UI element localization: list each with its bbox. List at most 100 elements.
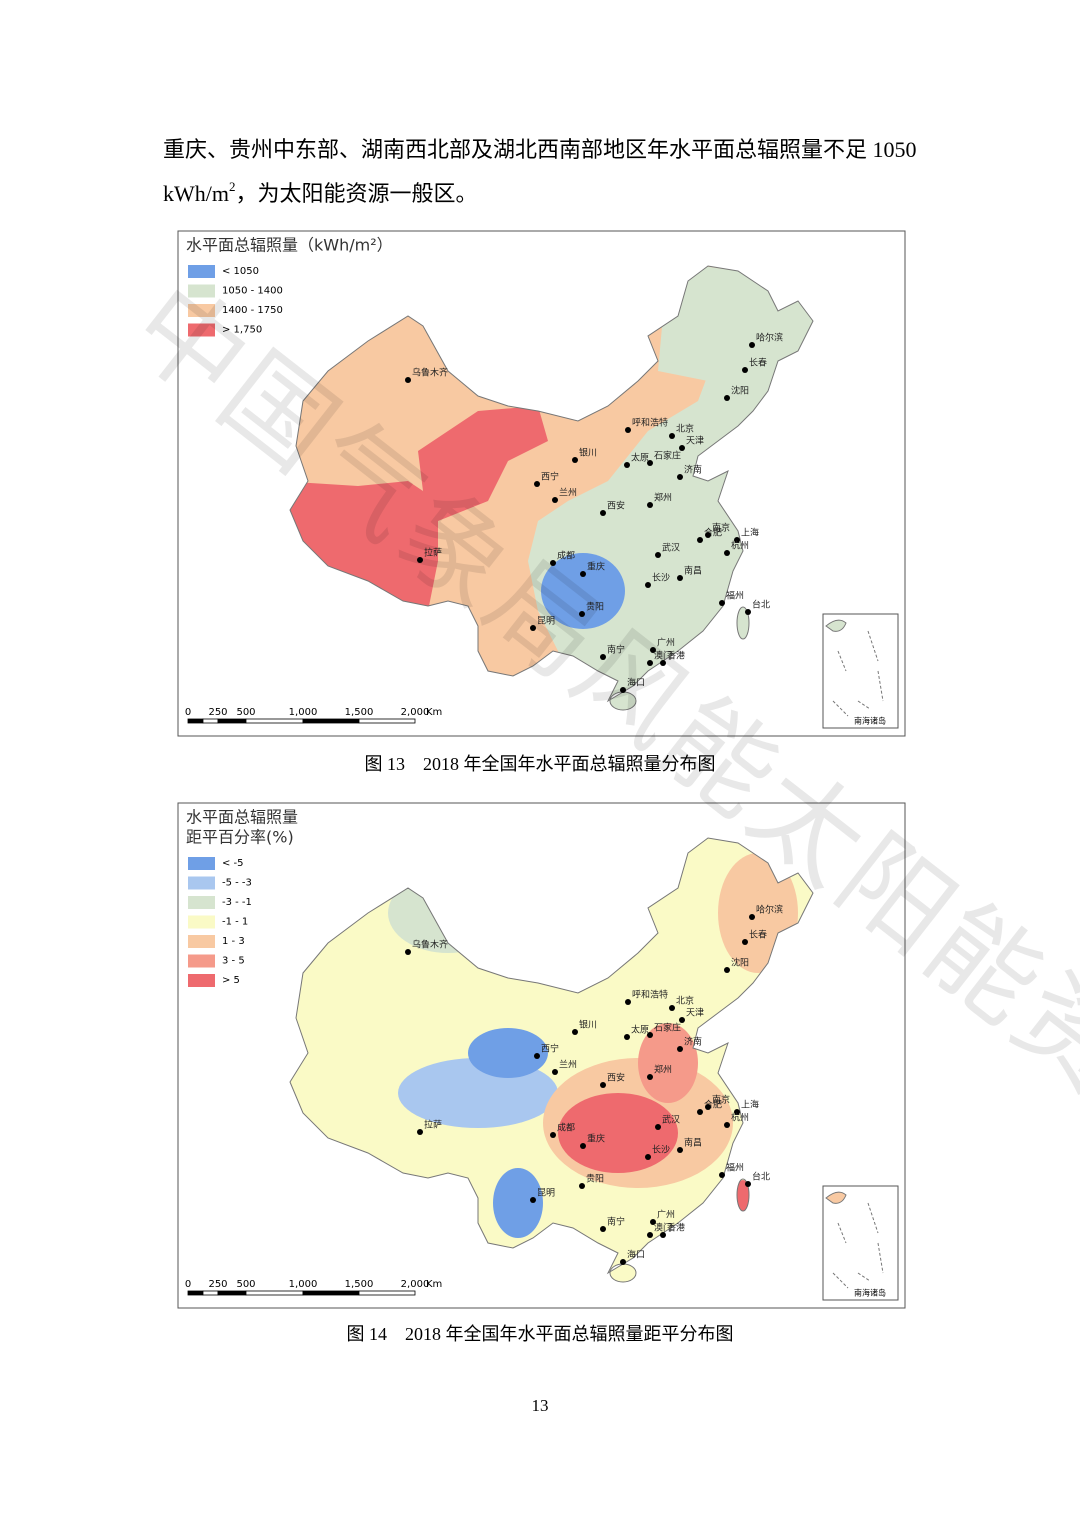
city-dot: [647, 1032, 653, 1038]
legend-label: 3 - 5: [222, 956, 245, 967]
city-label: 成都: [557, 1122, 575, 1134]
scale-label: 500: [236, 1279, 255, 1290]
city-label: 乌鲁木齐: [412, 367, 448, 379]
legend-swatch: [188, 876, 215, 890]
scale-bar: [202, 718, 219, 724]
city-label: 西安: [607, 1072, 625, 1084]
city-dot: [550, 560, 556, 566]
city-dot: [580, 571, 586, 577]
city-label: 武汉: [662, 1114, 680, 1126]
city-dot: [734, 1109, 740, 1115]
inset-label: 南海诸岛: [854, 1288, 886, 1298]
legend-label: < 1050: [222, 266, 259, 277]
scale-bar: [217, 1290, 247, 1296]
city-dot: [647, 1074, 653, 1080]
scale-bar: [302, 718, 360, 724]
city-dot: [679, 1017, 685, 1023]
city-label: 南宁: [607, 644, 625, 656]
region: [493, 1168, 543, 1238]
region: [558, 1093, 678, 1173]
scale-label: 2,000: [401, 707, 430, 718]
inset-coast: [825, 1191, 847, 1204]
city-label: 长沙: [652, 1144, 670, 1156]
city-label: 杭州: [731, 1112, 749, 1124]
city-dot: [647, 460, 653, 466]
city-dot: [534, 481, 540, 487]
city-label: 西宁: [541, 1043, 559, 1055]
city-label: 福州: [726, 590, 744, 602]
region: [468, 1028, 548, 1078]
scale-bar: [302, 1290, 360, 1296]
inset-coast: [825, 619, 847, 632]
city-dot: [742, 367, 748, 373]
scale-bar: [245, 1290, 304, 1296]
scale-bar: [358, 1290, 416, 1296]
scale-label: 0: [185, 707, 191, 718]
city-dot: [647, 502, 653, 508]
city-dot: [669, 1005, 675, 1011]
scale-label: 0: [185, 1279, 191, 1290]
city-dot: [724, 967, 730, 973]
city-dot: [679, 445, 685, 451]
city-label: 重庆: [587, 561, 605, 573]
city-label: 哈尔滨: [756, 332, 783, 344]
scale-label: 250: [208, 707, 227, 718]
city-dot: [745, 609, 751, 615]
city-label: 西宁: [541, 471, 559, 483]
scale-bar: [187, 1290, 204, 1296]
city-label: 天津: [686, 436, 704, 447]
city-label: 济南: [684, 464, 702, 476]
figure-caption: 图 13 2018 年全国年水平面总辐照量分布图: [365, 754, 716, 774]
city-dot: [624, 462, 630, 468]
city-dot: [645, 582, 651, 588]
city-dot: [530, 625, 536, 631]
city-label: 昆明: [537, 1188, 555, 1199]
scale-bar: [245, 718, 304, 724]
legend-label: -5 - -3: [222, 878, 252, 889]
legend-label: -3 - -1: [222, 897, 252, 908]
city-label: 贵阳: [586, 1173, 604, 1185]
city-dot: [677, 575, 683, 581]
scale-bar: [358, 718, 416, 724]
city-label: 南昌: [684, 1137, 702, 1149]
city-dot: [724, 1122, 730, 1128]
legend-swatch: [188, 304, 215, 317]
city-dot: [742, 939, 748, 945]
figure-caption: 图 14 2018 年全国年水平面总辐照量距平分布图: [347, 1324, 734, 1344]
city-label: 杭州: [731, 540, 749, 552]
figure: 水平面总辐照量（kWh/m²） < 1050 1050 - 1400 1400 - 1…: [177, 230, 906, 737]
city-label: 北京: [676, 995, 694, 1007]
city-dot: [724, 395, 730, 401]
city-label: 南京: [712, 1094, 730, 1106]
city-dot: [655, 1124, 661, 1130]
legend-label: > 5: [222, 975, 240, 986]
city-label: 乌鲁木齐: [412, 939, 448, 951]
city-dot: [697, 1109, 703, 1115]
legend-swatch: [188, 284, 215, 298]
legend-swatch: [188, 857, 215, 870]
text: kWh/m: [163, 181, 229, 206]
city-label: 太原: [631, 1024, 649, 1036]
city-dot: [655, 552, 661, 558]
legend-title: 距平百分率(%): [186, 828, 294, 847]
city-dot: [724, 550, 730, 556]
city-dot: [579, 1183, 585, 1189]
scale-label: 500: [236, 707, 255, 718]
city-label: 拉萨: [424, 1119, 442, 1131]
city-label: 哈尔滨: [756, 904, 783, 916]
city-dot: [749, 342, 755, 348]
city-label: 郑州: [654, 492, 672, 504]
city-dot: [669, 433, 675, 439]
city-dot: [625, 999, 631, 1005]
city-dot: [719, 600, 725, 606]
city-label: 天津: [686, 1008, 704, 1019]
scale-label: 250: [208, 1279, 227, 1290]
city-dot: [660, 660, 666, 666]
city-label: 呼和浩特: [632, 989, 668, 1001]
inset-frame: [822, 1185, 899, 1301]
city-dot: [600, 1082, 606, 1088]
city-dot: [572, 457, 578, 463]
city-dot: [600, 1226, 606, 1232]
